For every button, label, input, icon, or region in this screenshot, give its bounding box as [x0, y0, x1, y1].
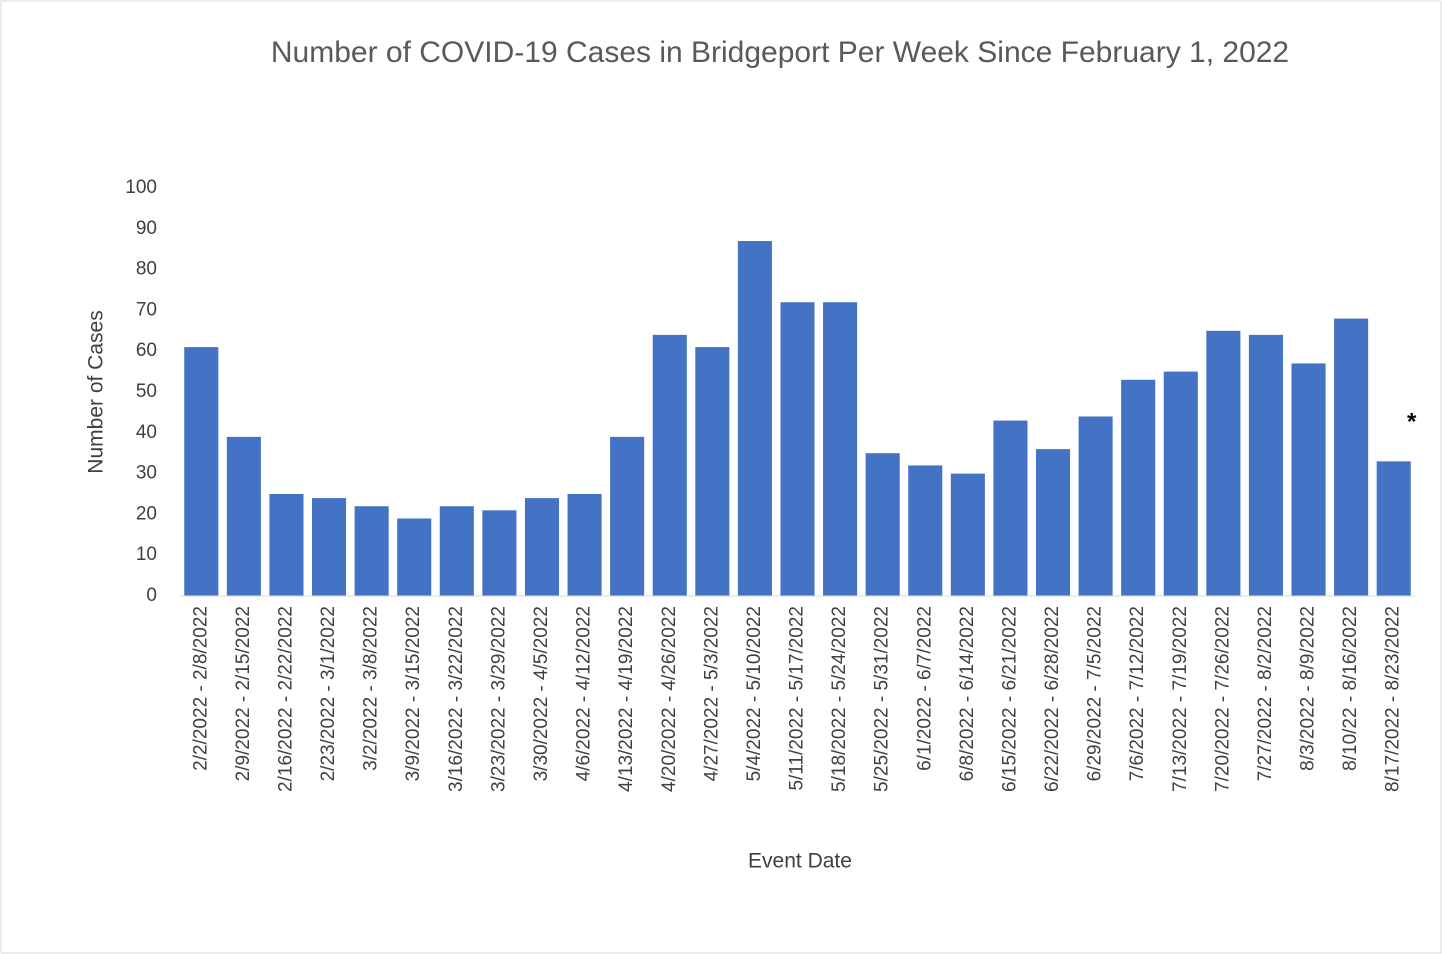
y-tick-label: 100 — [125, 177, 157, 198]
bar — [1078, 416, 1113, 596]
x-tick-label: 5/4/2022 - 5/10/2022 — [744, 606, 765, 781]
bar — [184, 347, 219, 596]
x-tick-label: 6/29/2022 - 7/5/2022 — [1085, 606, 1106, 781]
bar — [354, 506, 389, 596]
y-tick-label: 10 — [136, 544, 157, 565]
x-tick-label: 2/23/2022 - 3/1/2022 — [318, 606, 339, 781]
bar — [908, 465, 943, 596]
x-tick-label: 8/10/22 - 8/16/2022 — [1340, 606, 1361, 771]
y-tick-label: 20 — [136, 503, 157, 524]
bar — [823, 302, 858, 596]
x-axis-label: Event Date — [748, 850, 852, 873]
bar — [652, 334, 687, 596]
bar — [439, 506, 474, 596]
bar — [950, 473, 985, 596]
bar — [695, 347, 730, 596]
bar — [1248, 334, 1283, 596]
x-tick-label: 3/30/2022 - 4/5/2022 — [531, 606, 552, 781]
x-tick-label: 2/9/2022 - 2/15/2022 — [233, 606, 254, 781]
bar — [1334, 318, 1369, 596]
bar — [1035, 449, 1071, 596]
bar — [1163, 371, 1198, 596]
y-tick-label: 0 — [146, 585, 157, 606]
annotation: * — [1407, 409, 1417, 436]
x-tick-label: 4/27/2022 - 5/3/2022 — [701, 606, 722, 781]
bar — [610, 436, 645, 596]
x-tick-label: 5/25/2022 - 5/31/2022 — [872, 606, 893, 792]
y-tick-label: 30 — [136, 463, 157, 484]
x-tick-label: 8/17/2022 - 8/23/2022 — [1383, 606, 1404, 792]
bar — [1291, 363, 1326, 596]
x-tick-label: 7/27/2022 - 8/2/2022 — [1255, 606, 1276, 781]
x-tick-label: 2/16/2022 - 2/22/2022 — [275, 606, 296, 792]
bar — [1376, 461, 1411, 596]
x-tick-label: 4/20/2022 - 4/26/2022 — [659, 606, 680, 792]
bar — [524, 498, 560, 596]
bar — [312, 498, 347, 596]
bar — [1206, 330, 1241, 596]
y-tick-label: 50 — [136, 381, 157, 402]
x-tick-label: 5/11/2022 - 5/17/2022 — [787, 606, 808, 791]
bar — [865, 453, 900, 596]
x-tick-label: 3/2/2022 - 3/8/2022 — [361, 606, 382, 771]
bar — [993, 420, 1028, 596]
bar — [397, 518, 432, 596]
x-tick-label: 7/6/2022 - 7/12/2022 — [1127, 606, 1148, 781]
x-tick-label: 6/22/2022 - 6/28/2022 — [1042, 606, 1063, 792]
bar — [737, 241, 772, 597]
y-tick-label: 60 — [136, 340, 157, 361]
y-tick-label: 80 — [136, 259, 157, 280]
x-tick-label: 2/2/2022 - 2/8/2022 — [190, 606, 211, 771]
x-tick-label: 6/15/2022 - 6/21/2022 — [999, 606, 1020, 792]
x-tick-label: 6/8/2022 - 6/14/2022 — [957, 606, 978, 781]
bar — [567, 494, 602, 596]
x-tick-label: 3/23/2022 - 3/29/2022 — [488, 606, 509, 792]
x-tick-label: 7/13/2022 - 7/19/2022 — [1170, 606, 1191, 792]
chart-title: Number of COVID-19 Cases in Bridgeport P… — [270, 36, 1290, 69]
y-axis-label: Number of Cases — [85, 310, 108, 473]
x-tick-label: 3/9/2022 - 3/15/2022 — [403, 606, 424, 781]
x-tick-label: 4/13/2022 - 4/19/2022 — [616, 606, 637, 792]
x-tick-label: 7/20/2022 - 7/26/2022 — [1212, 606, 1233, 792]
bar — [780, 302, 815, 596]
y-tick-label: 90 — [136, 218, 157, 239]
bar — [269, 494, 304, 596]
y-tick-label: 70 — [136, 299, 157, 320]
x-tick-label: 8/3/2022 - 8/9/2022 — [1298, 606, 1319, 771]
x-tick-label: 5/18/2022 - 5/24/2022 — [829, 606, 850, 792]
x-tick-label: 4/6/2022 - 4/12/2022 — [574, 606, 595, 781]
y-tick-label: 40 — [136, 422, 157, 443]
x-tick-label: 6/1/2022 - 6/7/2022 — [914, 606, 935, 771]
x-tick-label: 3/16/2022 - 3/22/2022 — [446, 606, 467, 792]
bar — [1121, 379, 1156, 596]
bar — [226, 436, 261, 596]
bar — [482, 510, 517, 596]
